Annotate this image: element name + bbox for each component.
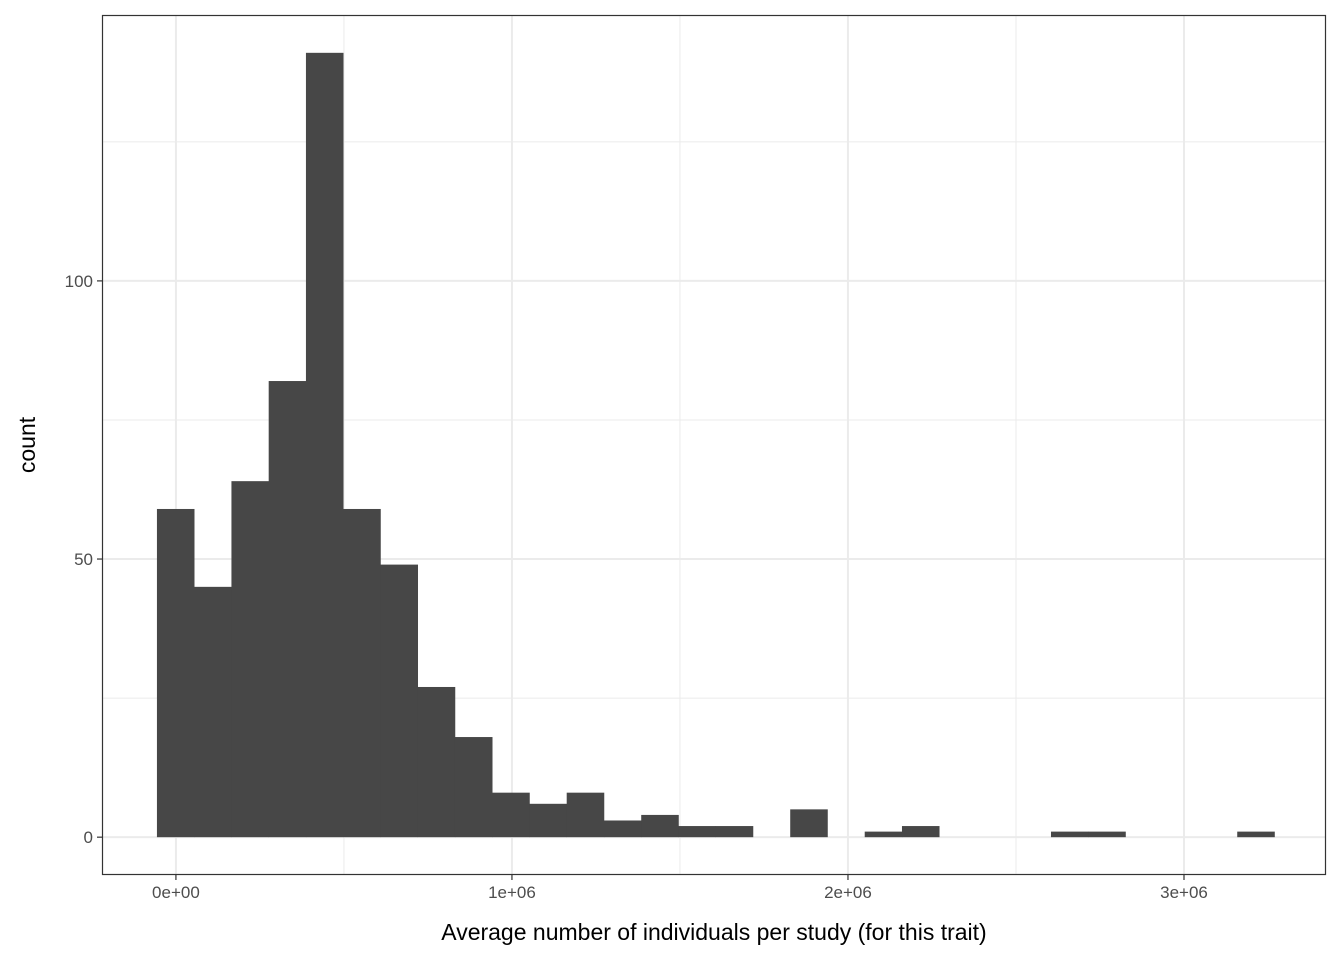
x-tick-label: 1e+06 bbox=[488, 883, 536, 902]
histogram-bar bbox=[715, 826, 754, 838]
histogram-bar bbox=[380, 564, 419, 838]
histogram-bar bbox=[492, 792, 530, 838]
histogram-bar bbox=[231, 481, 269, 838]
histogram-bar bbox=[268, 381, 307, 838]
histogram-bar bbox=[529, 803, 568, 838]
histogram-bar bbox=[156, 508, 195, 838]
panel-border bbox=[101, 14, 1327, 876]
x-tick-label: 3e+06 bbox=[1160, 883, 1208, 902]
x-tick-label: 2e+06 bbox=[824, 883, 872, 902]
histogram-bar bbox=[678, 826, 717, 838]
histogram-bar bbox=[566, 792, 605, 838]
histogram-bar bbox=[305, 52, 344, 838]
x-axis-title: Average number of individuals per study … bbox=[441, 919, 986, 945]
ticks: 0 50 100 0e+00 1e+06 2e+06 3e+06 bbox=[65, 272, 1208, 902]
x-tick-label: 0e+00 bbox=[152, 883, 200, 902]
y-tick-label: 50 bbox=[74, 550, 93, 569]
histogram-bar bbox=[603, 820, 642, 838]
histogram-bar bbox=[641, 814, 679, 838]
histogram-bar bbox=[454, 737, 493, 838]
y-tick-label: 100 bbox=[65, 272, 93, 291]
histogram-bar bbox=[417, 686, 456, 838]
histogram-bar bbox=[194, 586, 232, 838]
histogram-bar bbox=[1050, 831, 1089, 838]
histogram-bar bbox=[343, 508, 381, 838]
y-tick-label: 0 bbox=[84, 828, 93, 847]
histogram-bar bbox=[1237, 831, 1275, 838]
bars bbox=[156, 52, 1275, 838]
histogram-bar bbox=[790, 809, 828, 838]
histogram-bar bbox=[901, 826, 940, 838]
histogram-bar bbox=[1088, 831, 1126, 838]
histogram-bar bbox=[864, 831, 903, 838]
y-axis-title: count bbox=[14, 416, 40, 473]
